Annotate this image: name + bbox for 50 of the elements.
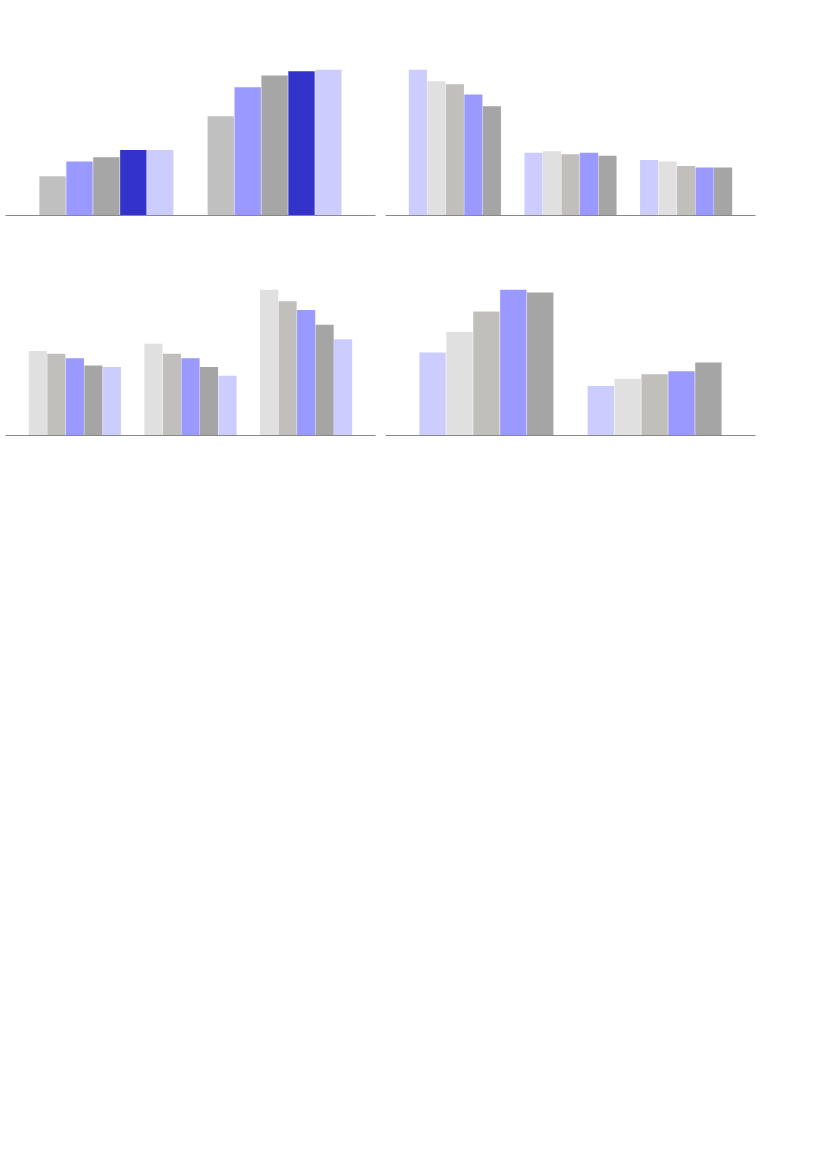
bar <box>677 165 696 216</box>
bar <box>527 292 554 436</box>
bar <box>297 310 316 436</box>
bar <box>427 81 446 216</box>
bar <box>218 375 237 436</box>
bar <box>579 152 599 216</box>
bar <box>561 154 580 216</box>
bar <box>445 84 464 216</box>
bar <box>542 151 562 216</box>
bar <box>28 350 47 436</box>
bar <box>234 87 261 216</box>
bar <box>199 366 219 436</box>
bar <box>714 167 733 216</box>
bar <box>598 155 617 216</box>
bar <box>261 75 288 216</box>
bar <box>102 366 121 436</box>
bar <box>260 289 279 436</box>
bar <box>640 160 659 216</box>
bar <box>482 106 501 216</box>
bar <box>641 374 668 436</box>
bar <box>147 149 174 216</box>
bar <box>66 161 93 216</box>
bar <box>278 301 297 436</box>
bar <box>524 152 543 216</box>
bar <box>162 353 182 436</box>
bar <box>695 167 714 216</box>
bar <box>464 94 483 216</box>
bar <box>614 378 641 436</box>
bar <box>84 365 103 436</box>
bar <box>500 289 527 436</box>
bar <box>658 161 677 216</box>
bar <box>408 69 427 216</box>
bar <box>315 324 334 436</box>
bar <box>446 331 473 436</box>
bar <box>120 149 147 216</box>
bar <box>334 339 353 436</box>
bar <box>93 157 120 216</box>
bar <box>695 362 722 436</box>
bar <box>47 353 66 436</box>
bar <box>315 69 342 216</box>
bar <box>288 71 315 216</box>
bar <box>473 311 500 436</box>
bar <box>65 358 84 436</box>
bar <box>39 176 66 216</box>
bar <box>207 116 234 216</box>
bar <box>181 358 200 436</box>
bar <box>144 343 163 436</box>
bar <box>587 385 614 436</box>
bar <box>668 371 695 436</box>
bar <box>419 352 446 436</box>
